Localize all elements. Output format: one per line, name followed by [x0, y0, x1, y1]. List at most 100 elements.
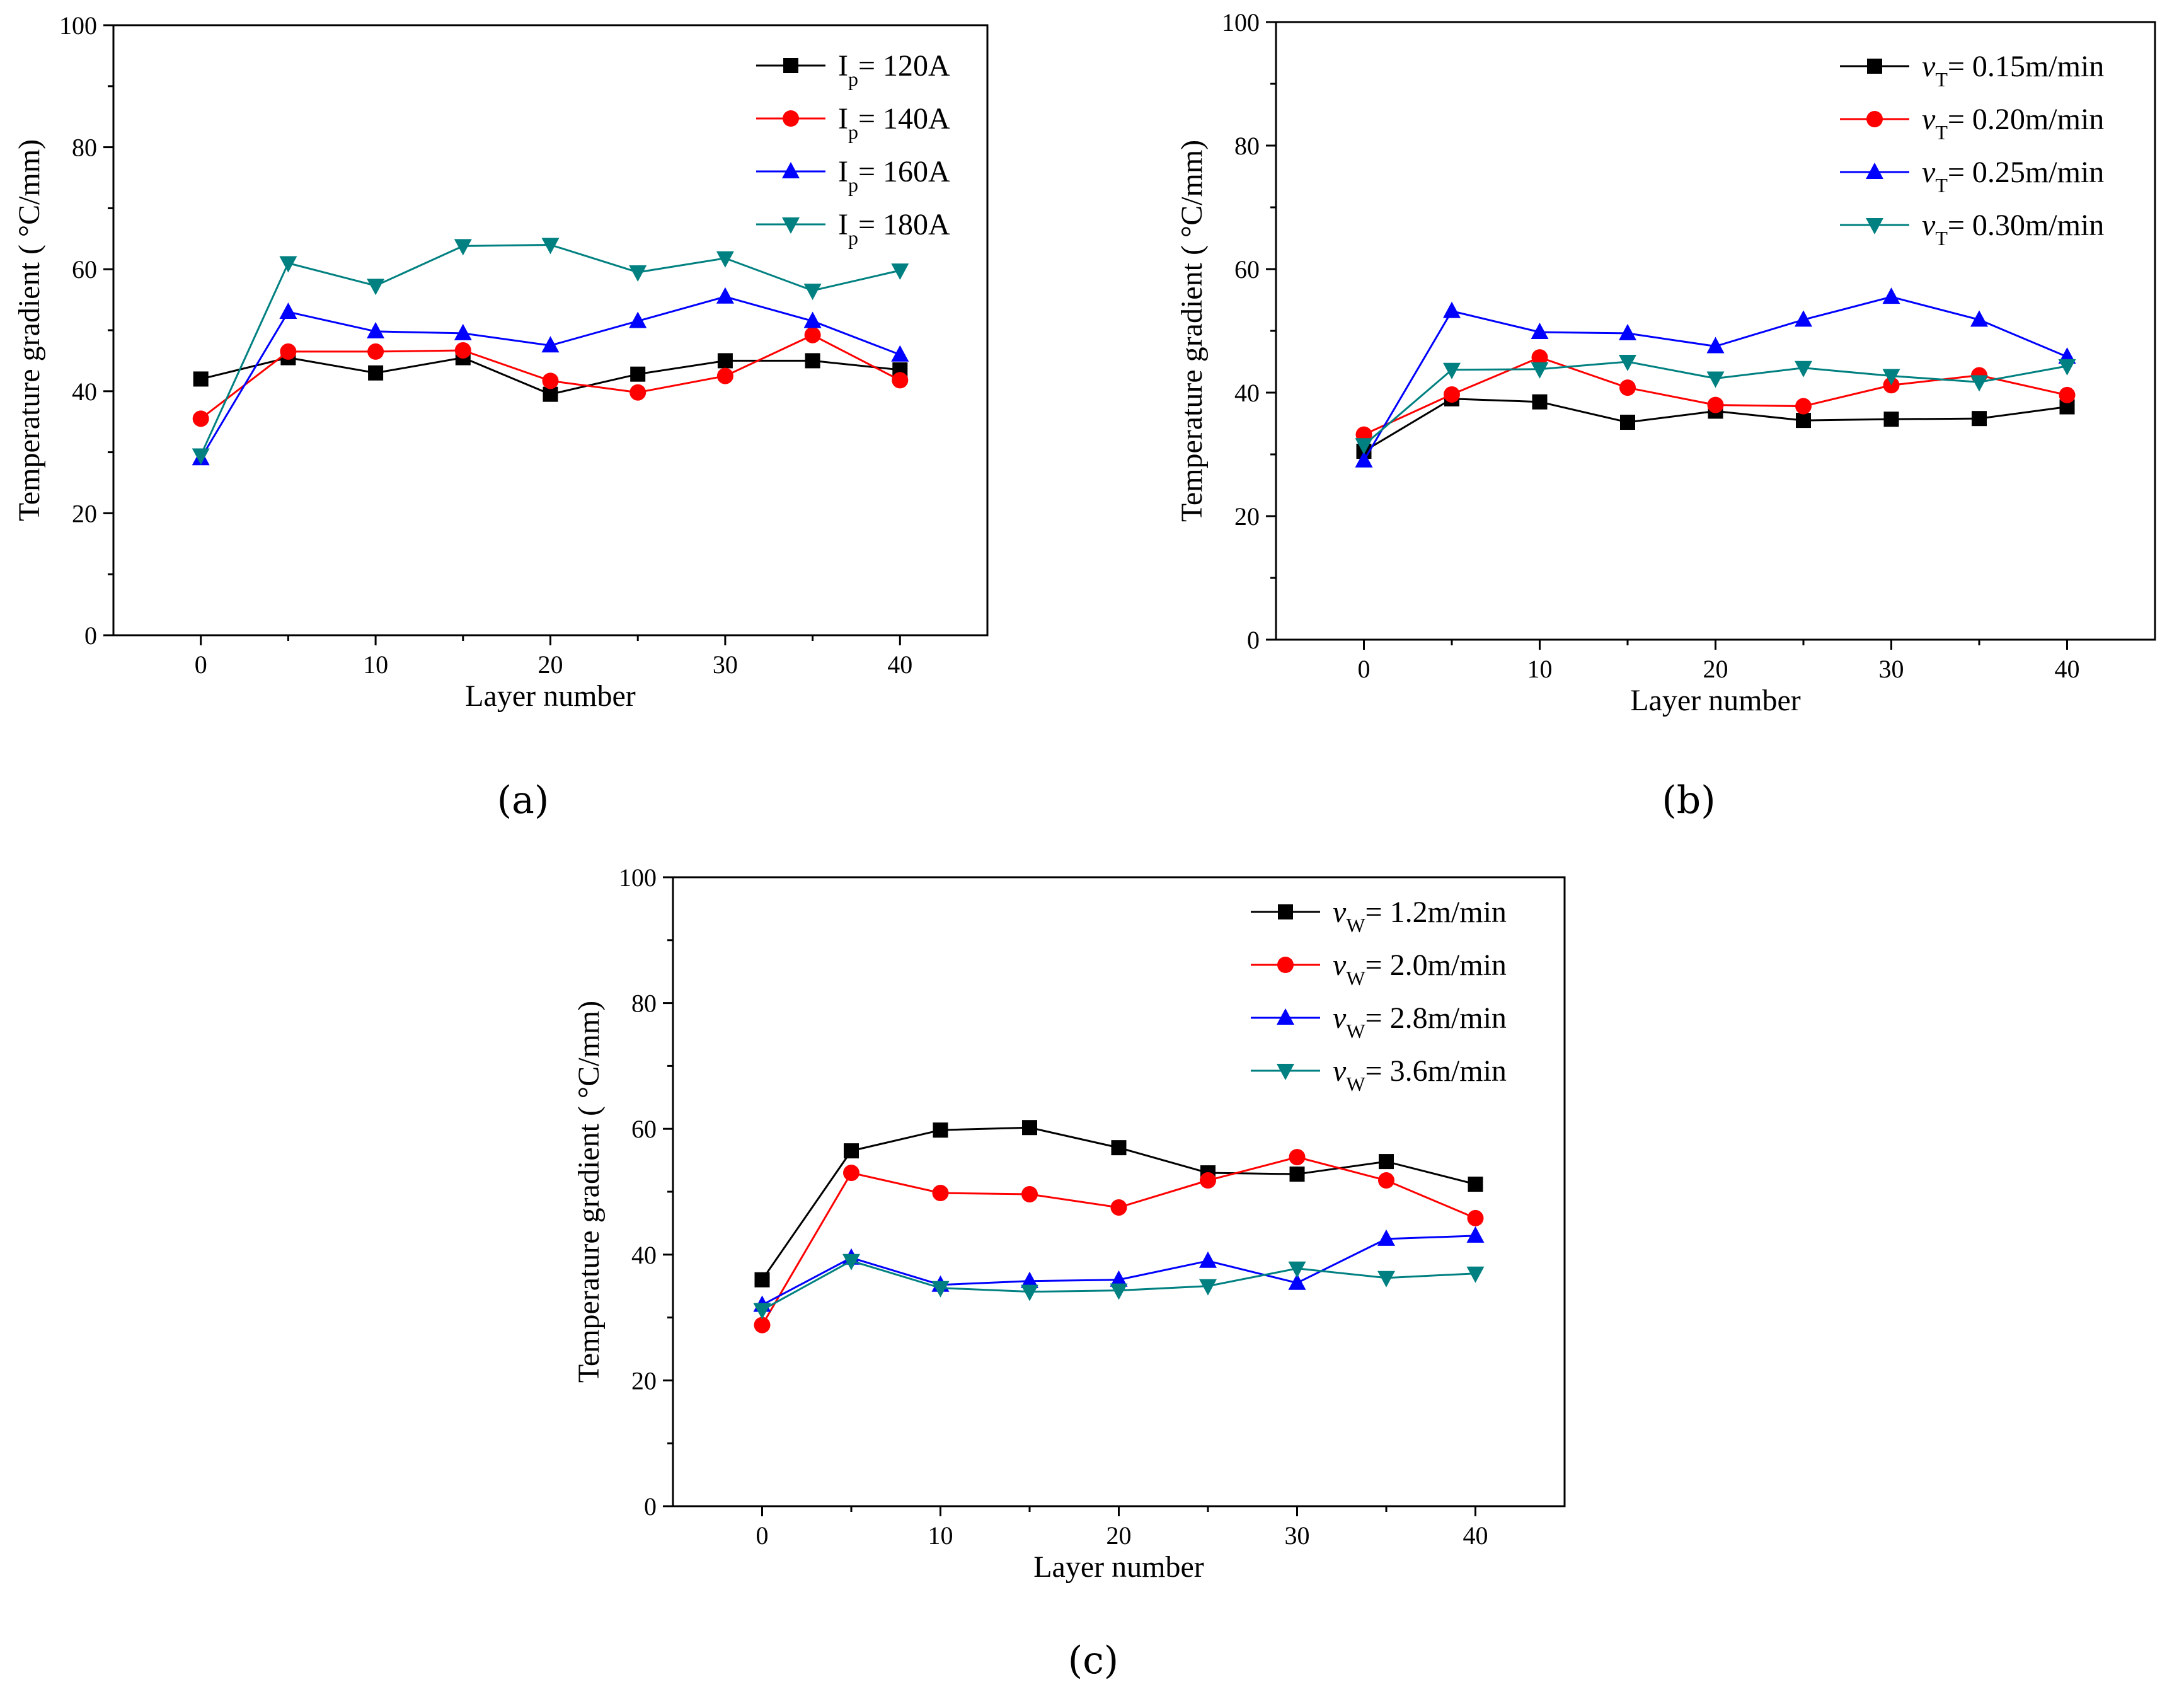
data-point [629, 384, 647, 401]
y-tick-label: 80 [631, 989, 657, 1018]
data-point [367, 279, 385, 296]
data-point [1532, 394, 1548, 410]
data-point [280, 343, 297, 360]
legend-value: = 2.0m/min [1365, 948, 1507, 982]
data-point [1467, 1209, 1484, 1226]
panel-caption: (a) [497, 778, 549, 822]
x-tick-label: 10 [1527, 655, 1553, 683]
legend-marker [782, 162, 800, 178]
data-point [541, 238, 560, 255]
legend-subscript: W [1346, 1020, 1365, 1042]
data-point [1619, 355, 1636, 371]
data-point [1110, 1283, 1128, 1300]
legend-marker [1277, 1064, 1294, 1080]
data-point [1706, 371, 1725, 388]
data-point [1531, 362, 1549, 379]
data-point [754, 1272, 770, 1288]
data-point [1882, 369, 1900, 386]
x-tick-label: 10 [363, 650, 388, 679]
x-axis-title: Layer number [1033, 1550, 1204, 1584]
data-point [629, 311, 647, 328]
legend-value: = 140A [858, 102, 950, 135]
data-point [1795, 360, 1812, 377]
data-point [754, 1317, 771, 1334]
data-point [367, 343, 384, 360]
data-point [2059, 386, 2076, 403]
data-point [1444, 386, 1460, 403]
legend-value: = 0.25m/min [1948, 156, 2104, 189]
legend-label: vT= 0.25m/min [1922, 156, 2104, 197]
data-point [1443, 301, 1461, 318]
data-point [1796, 413, 1811, 429]
data-point [1883, 412, 1899, 427]
legend-label: vW= 2.8m/min [1333, 1001, 1507, 1042]
data-point [454, 342, 471, 359]
legend-subscript: W [1346, 967, 1365, 989]
data-point [1199, 1251, 1217, 1268]
y-tick-label: 60 [1234, 255, 1260, 284]
data-point [753, 1303, 771, 1320]
data-point [1289, 1167, 1305, 1182]
data-point [2058, 359, 2076, 376]
data-point [1531, 322, 1549, 339]
legend-marker [782, 217, 800, 234]
data-point [542, 372, 559, 389]
data-point [1378, 1172, 1394, 1189]
y-tick-label: 0 [644, 1492, 657, 1521]
data-point [193, 371, 209, 387]
data-point [932, 1184, 949, 1201]
data-point [1288, 1273, 1306, 1290]
y-tick-label: 60 [72, 255, 97, 284]
legend-symbol: I [838, 49, 848, 83]
legend-label: vT= 0.20m/min [1922, 103, 2104, 144]
data-point [842, 1253, 860, 1270]
legend-symbol: I [838, 208, 848, 241]
data-point [1355, 451, 1373, 468]
data-point [368, 365, 384, 381]
data-point [1110, 1270, 1128, 1287]
legend-symbol: v [1922, 209, 1936, 242]
x-tick-label: 20 [1106, 1521, 1132, 1550]
y-tick-label: 0 [84, 621, 97, 650]
panel-caption: (c) [1068, 1639, 1118, 1683]
legend-subscript: T [1935, 121, 1948, 144]
data-point [630, 366, 646, 382]
legend-value: = 0.30m/min [1948, 209, 2104, 242]
legend-symbol: v [1333, 1001, 1347, 1035]
x-tick-label: 0 [1358, 655, 1371, 683]
data-point [1619, 379, 1636, 396]
legend-subscript: p [848, 173, 858, 196]
x-tick-label: 0 [195, 650, 207, 679]
legend-label: vW= 1.2m/min [1333, 896, 1507, 936]
y-tick-label: 40 [1234, 379, 1260, 407]
legend-subscript: W [1346, 1073, 1365, 1095]
data-point [1972, 411, 1987, 427]
chart-panel-1: 0 20 40 60 80 100 0 10 20 30 40 Layer number Tempera… [13, 11, 989, 822]
y-tick-label: 40 [72, 377, 97, 406]
data-point [933, 1122, 948, 1138]
legend-label: Ip= 160A [838, 155, 950, 196]
data-point [1379, 1154, 1394, 1170]
x-axis-title: Layer number [1630, 684, 1801, 717]
data-point [1970, 310, 1988, 327]
data-point [541, 336, 560, 353]
data-point [891, 345, 909, 362]
data-point [1355, 438, 1373, 455]
data-point [279, 302, 297, 319]
x-tick-label: 20 [538, 650, 563, 679]
y-tick-label: 20 [1234, 502, 1260, 531]
legend-marker [783, 58, 798, 73]
data-point [279, 256, 297, 273]
data-point [1970, 375, 1988, 392]
data-point [454, 323, 472, 340]
data-point [1200, 1172, 1216, 1189]
y-tick-label: 100 [1222, 8, 1260, 37]
legend-subscript: p [848, 120, 858, 143]
data-point [1620, 415, 1635, 430]
x-tick-label: 30 [713, 650, 738, 679]
x-tick-label: 30 [1879, 655, 1904, 683]
legend-marker [1867, 59, 1882, 74]
data-point [716, 287, 734, 304]
data-point [1466, 1226, 1485, 1243]
